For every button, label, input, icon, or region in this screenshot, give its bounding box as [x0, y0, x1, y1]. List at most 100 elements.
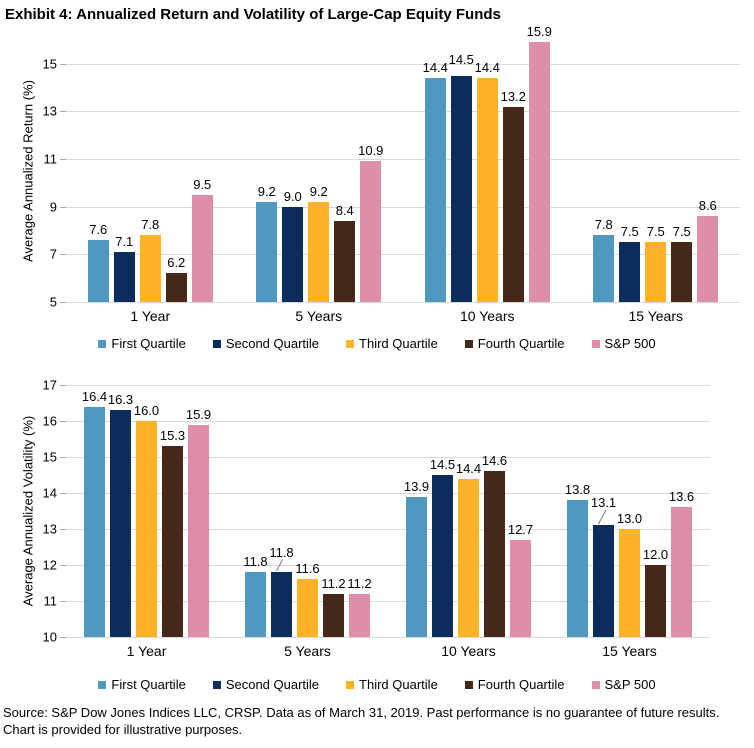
bar-slot: 7.8: [139, 40, 161, 302]
category-label-10-years: 10 Years: [460, 308, 515, 324]
bar-slot: 11.2: [321, 385, 346, 637]
gridline: [66, 421, 710, 422]
bar-value-label: 9.0: [283, 188, 302, 204]
bar-slot: 11.6: [295, 385, 320, 637]
volatility-legend: First Quartile Second Quartile Third Quart…: [0, 677, 754, 692]
bar-fourth-quartile-15-years: [671, 242, 693, 302]
legend-item-third-quartile: Third Quartile: [346, 677, 438, 692]
return-legend: First Quartile Second Quartile Third Quart…: [0, 336, 754, 351]
legend-swatch-icon: [346, 339, 355, 348]
bar-third-quartile-15-years: [619, 529, 640, 637]
bar-second-quartile-10-years: [432, 475, 453, 637]
bar-slot: 16.0: [133, 385, 160, 637]
legend-label: Third Quartile: [359, 677, 438, 692]
bar-third-quartile-10-years: [476, 78, 498, 302]
bar-value-label: 16.3: [107, 392, 134, 408]
y-tick-label: 11: [43, 151, 58, 167]
gridline: [66, 111, 740, 113]
gridline: [66, 159, 740, 161]
category-label-1-year: 1 Year: [130, 308, 171, 324]
legend-swatch-icon: [212, 339, 221, 348]
gridline: [66, 601, 710, 603]
bar-slot: 13.9: [404, 385, 429, 637]
bar-value-label: 7.1: [115, 233, 134, 249]
y-tick-mark: [60, 254, 66, 256]
legend-item-first-quartile: First Quartile: [98, 336, 186, 351]
gridline: [66, 302, 740, 303]
volatility-chart: Average Annualized Volatility (%) 10 11 12…: [0, 360, 754, 700]
legend-label: Fourth Quartile: [477, 677, 565, 692]
bar-third-quartile-1-year: [139, 235, 161, 302]
gridline: [66, 529, 710, 530]
bar-value-label: 16.0: [133, 403, 160, 418]
bar-value-label: 7.8: [594, 217, 613, 233]
volatility-category-axis: 1 Year 5 Years 10 Years 15 Years: [66, 643, 710, 659]
label-leader-line: [597, 510, 607, 525]
bar-slot: 11.2: [347, 385, 372, 637]
bar-second-quartile-5-years: [282, 206, 304, 302]
bar-group-15-years: 7.8 7.5 7.5 7.5 8.6: [572, 40, 741, 302]
bar-value-label: 13.1: [590, 495, 617, 511]
bar-value-label: 14.4: [474, 60, 500, 76]
y-tick-mark: [60, 159, 66, 161]
bar-value-label: 7.5: [620, 224, 639, 240]
gridline: [66, 457, 710, 458]
category-label-15-years: 15 Years: [628, 308, 684, 324]
bar-group-1-year: 7.6 7.1 7.8 6.2 9.5: [66, 40, 235, 302]
bar-slot: 13.0: [617, 385, 642, 637]
bar-slot: 10.9: [358, 40, 383, 302]
bar-fourth-quartile-1-year: [165, 273, 187, 302]
y-tick-label: 17: [42, 377, 57, 393]
gridline: [66, 493, 710, 495]
bar-first-quartile-10-years: [424, 78, 446, 302]
bar-value-label: 14.4: [422, 60, 448, 76]
bar-slot: 16.3: [107, 385, 134, 637]
gridline: [66, 385, 710, 386]
legend-item-fourth-quartile: Fourth Quartile: [464, 677, 565, 692]
bar-second-quartile-5-years: [271, 572, 292, 637]
y-tick-mark: [60, 457, 66, 458]
bar-second-quartile-15-years: [593, 525, 614, 637]
y-tick-label: 15: [42, 449, 57, 465]
legend-item-third-quartile: Third Quartile: [346, 336, 438, 351]
bar-value-label: 8.6: [698, 198, 717, 214]
bar-group-1-year: 16.4 16.3 16.0 15.3 15.9: [66, 385, 227, 637]
bar-first-quartile-1-year: [87, 240, 109, 302]
bar-slot: 7.5: [645, 40, 667, 302]
volatility-plot-area: 10 11 12 13 14 15 16 17 16.4 16.3 16.0 15.3 15.9 11.8…: [43, 379, 710, 644]
bar-s-p-500-10-years: [528, 42, 550, 302]
bar-value-label: 15.9: [185, 406, 212, 422]
bar-first-quartile-15-years: [567, 500, 588, 637]
y-tick-label: 14: [42, 485, 57, 501]
y-tick-mark: [60, 421, 66, 422]
bar-value-label: 15.9: [526, 24, 552, 40]
bar-value-label: 14.6: [481, 453, 508, 469]
label-leader-line: [275, 559, 283, 572]
bar-fourth-quartile-10-years: [484, 471, 505, 637]
legend-item-s-p-500: S&P 500: [591, 677, 656, 692]
bar-s-p-500-1-year: [188, 424, 209, 637]
y-tick-mark: [60, 63, 66, 65]
bar-slot: 11.8: [269, 385, 294, 637]
y-tick-label: 9: [49, 199, 57, 215]
source-note: Source: S&P Dow Jones Indices LLC, CRSP.…: [3, 705, 720, 737]
bar-slot: 9.2: [308, 40, 330, 302]
bar-value-label: 9.2: [309, 183, 328, 199]
category-label-15-years: 15 Years: [602, 643, 657, 659]
bar-slot: 15.9: [527, 25, 552, 302]
legend-swatch-icon: [464, 339, 473, 348]
bar-value-label: 11.2: [321, 575, 346, 591]
legend-swatch-icon: [464, 680, 473, 689]
bar-third-quartile-10-years: [458, 478, 479, 637]
bar-slot: 13.2: [501, 40, 526, 302]
legend-swatch-icon: [98, 339, 107, 348]
y-tick-label: 10: [42, 629, 57, 645]
bar-slot: 14.6: [481, 385, 508, 637]
category-label-1-year: 1 Year: [126, 643, 167, 659]
bar-value-label: 12.0: [642, 547, 669, 563]
bar-second-quartile-15-years: [619, 242, 641, 302]
legend-item-s-p-500: S&P 500: [591, 336, 656, 351]
legend-label: Third Quartile: [359, 336, 438, 351]
y-tick-mark: [60, 565, 66, 567]
y-tick-mark: [60, 206, 66, 208]
